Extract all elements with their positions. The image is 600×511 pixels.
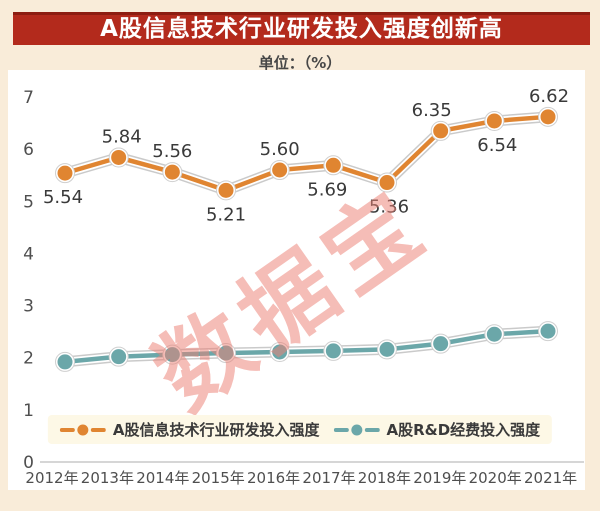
svg-text:5.21: 5.21 [206,204,246,225]
svg-text:6.62: 6.62 [529,86,569,107]
svg-text:5.56: 5.56 [152,141,192,162]
unit-label: 单位：（%） [258,54,342,72]
svg-text:2016年: 2016年 [247,469,300,487]
svg-text:2: 2 [23,349,34,369]
legend-label-a-share-rd-intensity: A股R&D经费投入强度 [386,421,541,439]
legend-swatch-teal-line-icon [333,424,380,435]
svg-text:2013年: 2013年 [81,469,134,487]
svg-text:2012年: 2012年 [25,469,78,487]
svg-text:3: 3 [23,297,34,317]
legend: A股信息技术行业研发投入强度 A股R&D经费投入强度 [47,415,553,444]
svg-text:2018年: 2018年 [358,469,411,487]
svg-text:6: 6 [23,140,34,160]
svg-text:7: 7 [23,88,34,108]
svg-text:2014年: 2014年 [136,469,189,487]
legend-item-it-rd-intensity: A股信息技术行业研发投入强度 [59,419,320,440]
svg-text:0: 0 [23,453,34,473]
svg-text:2019年: 2019年 [413,469,466,487]
svg-text:5: 5 [23,192,34,212]
svg-text:2020年: 2020年 [469,469,522,487]
svg-text:2015年: 2015年 [192,469,245,487]
svg-text:5.60: 5.60 [260,139,300,160]
svg-text:5.84: 5.84 [102,126,142,147]
svg-text:2017年: 2017年 [302,469,355,487]
svg-text:5.36: 5.36 [369,197,409,218]
svg-text:4: 4 [23,244,34,264]
chart-title: A股信息技术行业研发投入强度创新高 [13,12,590,45]
legend-label-it-rd-intensity: A股信息技术行业研发投入强度 [112,421,320,439]
legend-item-a-share-rd-intensity: A股R&D经费投入强度 [333,419,540,440]
legend-swatch-orange-line-icon [59,424,106,435]
svg-text:1: 1 [23,401,34,421]
svg-text:5.69: 5.69 [307,179,347,200]
svg-text:6.54: 6.54 [477,135,517,156]
svg-text:6.35: 6.35 [412,100,452,121]
svg-text:2021年: 2021年 [524,469,577,487]
svg-text:5.54: 5.54 [43,187,83,208]
